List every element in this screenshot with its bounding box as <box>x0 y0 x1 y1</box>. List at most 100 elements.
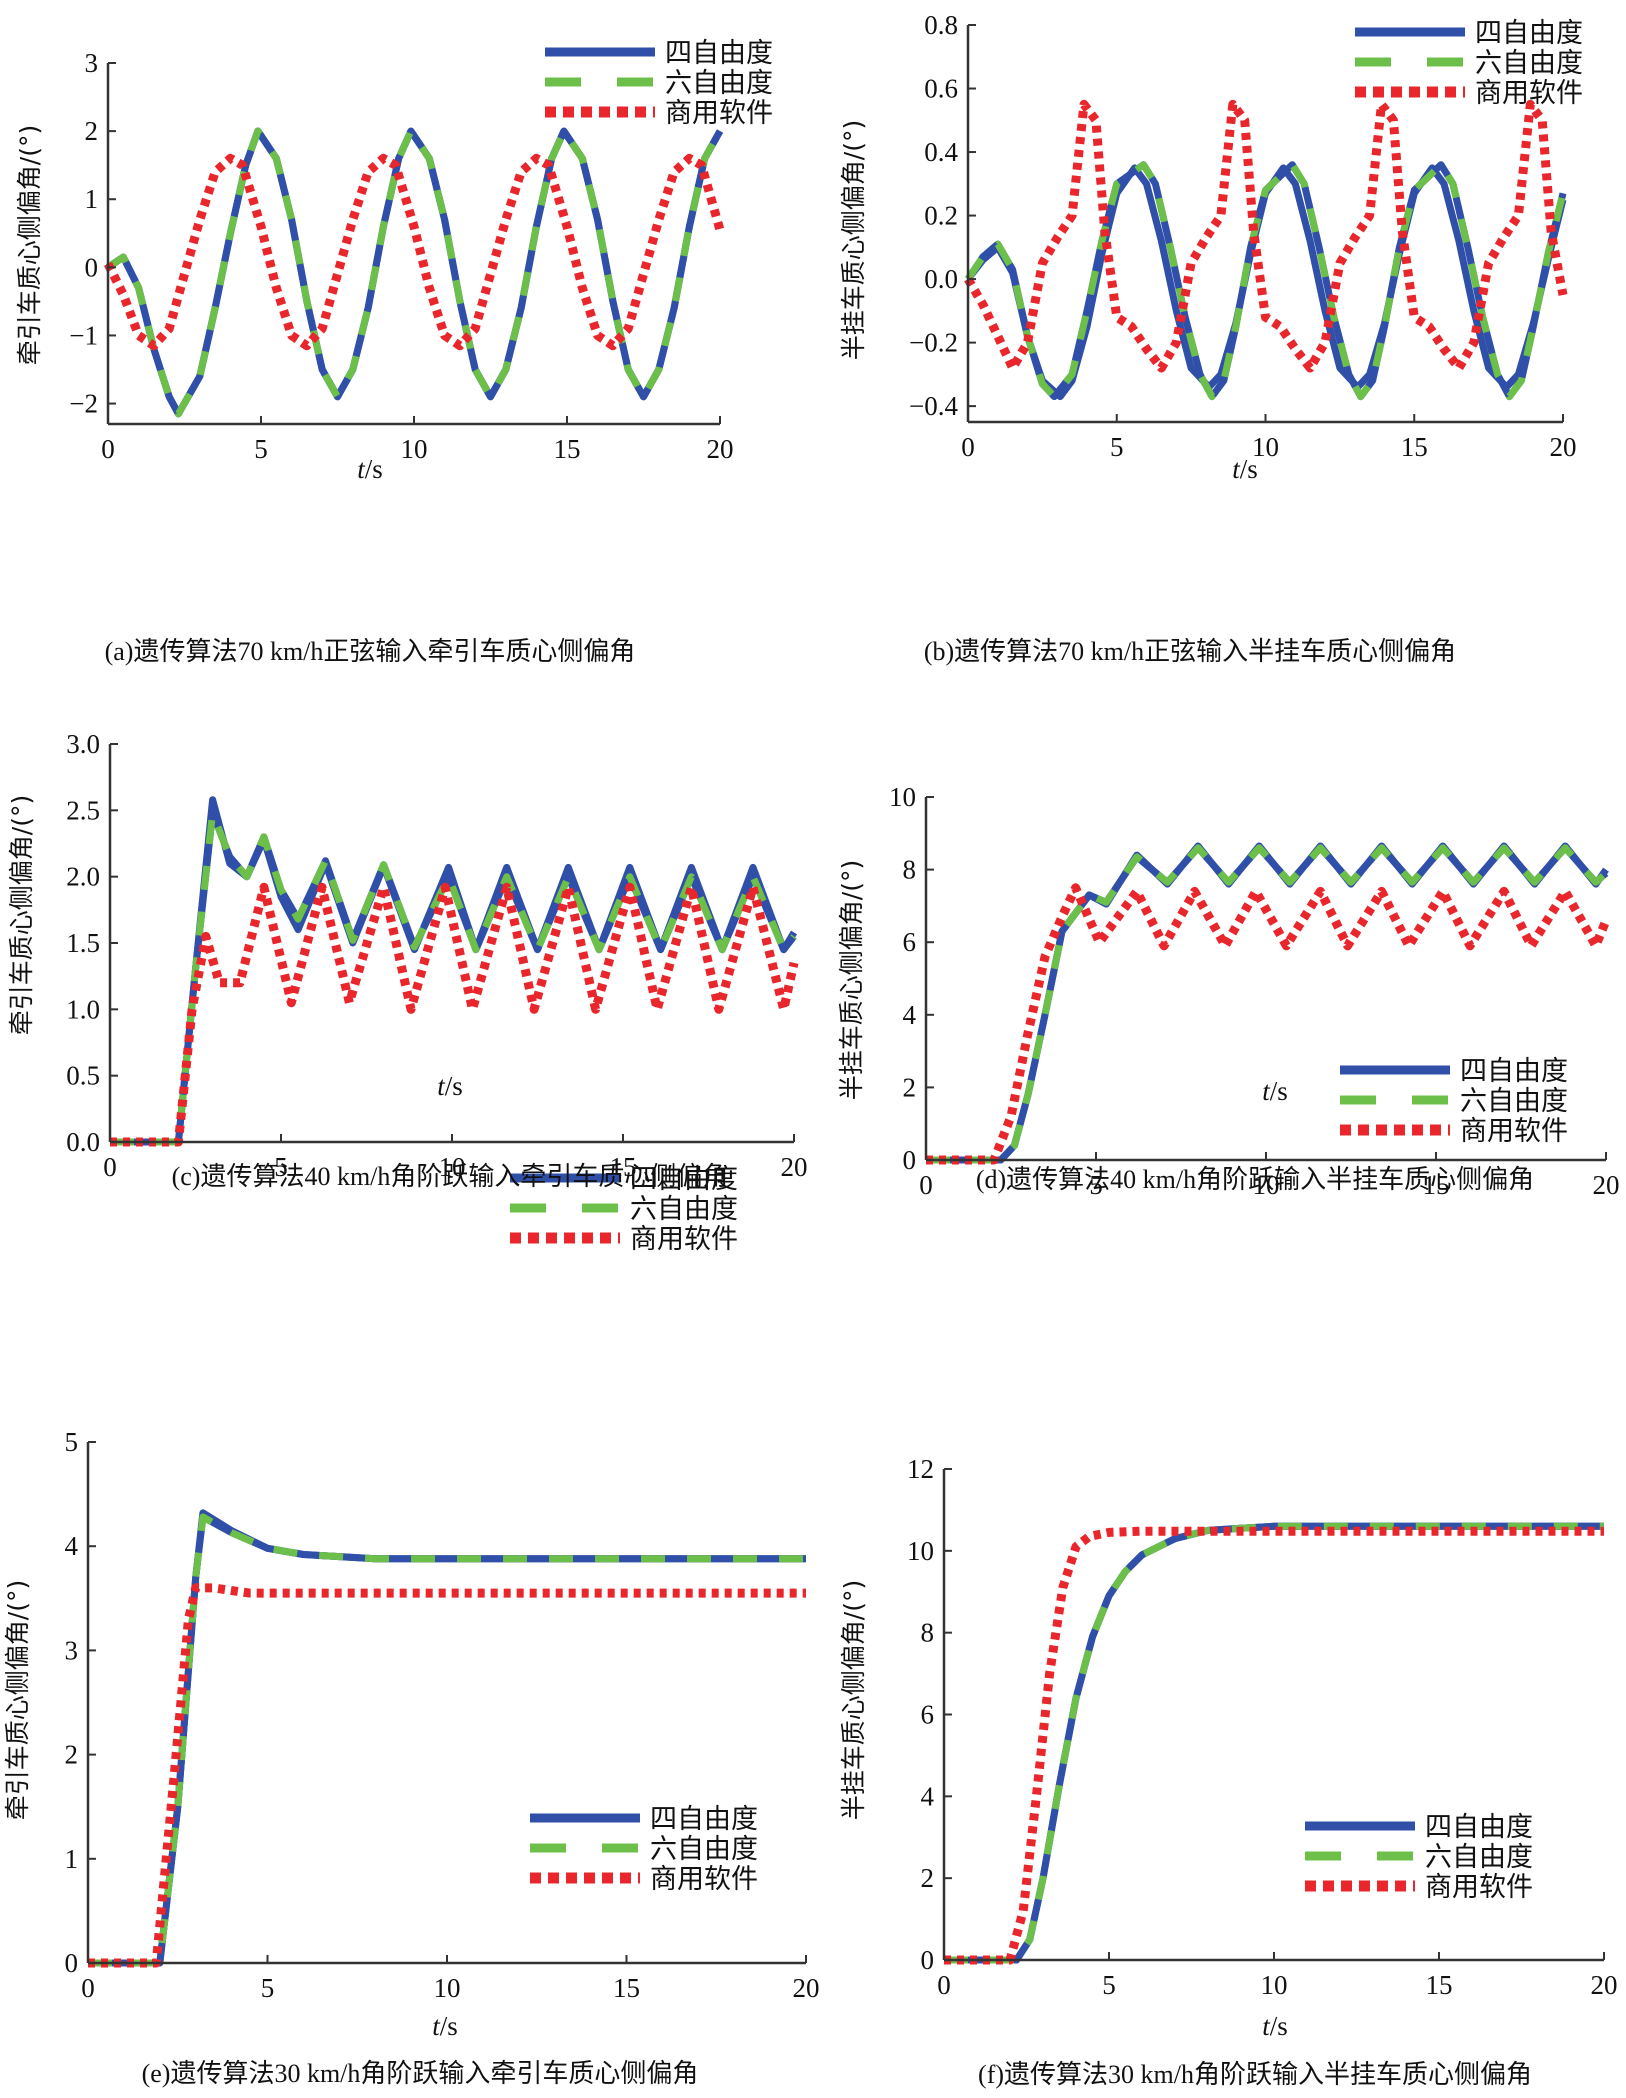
y-tick-label: 0.2 <box>924 201 958 231</box>
x-axis-label-var: t <box>1262 1076 1271 1106</box>
legend-label: 六自由度 <box>650 1834 758 1865</box>
x-tick-label: 0 <box>81 1973 95 2003</box>
y-tick-label: 0 <box>85 252 99 282</box>
x-tick-label: 10 <box>1253 1170 1280 1200</box>
x-tick-label: 10 <box>1252 432 1279 462</box>
legend-label: 商用软件 <box>1475 78 1583 109</box>
x-tick-label: 10 <box>401 434 428 464</box>
x-tick-label: 5 <box>1102 1970 1116 2000</box>
x-tick-label: 20 <box>781 1152 808 1182</box>
series-line-a-1 <box>106 127 724 418</box>
y-tick-label: 5 <box>65 1427 79 1457</box>
y-tick-label: 10 <box>907 1536 934 1566</box>
x-tick-label: 0 <box>919 1170 933 1200</box>
y-tick-label: 2 <box>903 1072 917 1102</box>
y-tick-label: 0.8 <box>924 10 958 40</box>
chart-panel-d: 0 2 4 6 8 10 0 5 10 15 20 t/s 半挂车质心侧偏角/(°) 四自由度六自由度商用… <box>837 782 1620 1200</box>
series-line-b-2 <box>964 99 1568 373</box>
y-tick-label: −1 <box>69 320 98 350</box>
y-tick-label: 3 <box>85 48 99 78</box>
y-tick-label: 2 <box>85 116 99 146</box>
y-tick-label: 0.6 <box>924 74 958 104</box>
y-tick-label: 0.5 <box>66 1061 100 1091</box>
y-tick-label: 8 <box>921 1618 935 1648</box>
x-axis-label: t/s <box>1262 2011 1288 2041</box>
y-tick-label: 1 <box>65 1844 79 1874</box>
x-tick-label: 10 <box>439 1152 466 1182</box>
legend-label: 商用软件 <box>1460 1116 1568 1147</box>
y-axis-label: 半挂车质心侧偏角/(°) <box>837 860 866 1100</box>
x-axis-label: t/s <box>357 454 383 484</box>
y-tick-label: 4 <box>903 1000 917 1030</box>
y-tick-label: 2.5 <box>66 795 100 825</box>
y-tick-label: 1.5 <box>66 928 100 958</box>
legend-label: 商用软件 <box>665 98 773 129</box>
series-line-d-2 <box>926 883 1611 1165</box>
x-axis-label-unit: /s <box>1240 454 1258 484</box>
panel-caption: (b)遗传算法70 km/h正弦输入半挂车质心侧偏角 <box>924 637 1456 666</box>
legend-label: 四自由度 <box>650 1804 758 1835</box>
x-axis-label-var: t <box>1232 454 1241 484</box>
y-tick-label: −0.2 <box>909 328 958 358</box>
y-axis-label: 半挂车质心侧偏角/(°) <box>839 120 868 360</box>
y-tick-label: −2 <box>69 389 98 419</box>
x-tick-label: 15 <box>1426 1970 1453 2000</box>
y-tick-label: 4 <box>921 1781 935 1811</box>
x-tick-label: 20 <box>793 1973 820 2003</box>
series-line-d-1 <box>926 844 1609 1164</box>
y-tick-label: 1.0 <box>66 994 100 1024</box>
y-tick-label: 6 <box>903 927 917 957</box>
x-axis-label-unit: /s <box>1270 2011 1288 2041</box>
x-axis-label: t/s <box>432 2011 458 2041</box>
x-axis-label: t/s <box>1232 454 1258 484</box>
panel-caption: (f)遗传算法30 km/h角阶跃输入半挂车质心侧偏角 <box>978 2060 1532 2089</box>
panel-caption: (a)遗传算法70 km/h正弦输入牵引车质心侧偏角 <box>105 637 636 666</box>
legend-label: 四自由度 <box>665 38 773 69</box>
panel-caption: (d)遗传算法40 km/h角阶跃输入半挂车质心侧偏角 <box>976 1165 1534 1194</box>
chart-panel-e: 0 1 2 3 4 5 0 5 10 15 20 t/s 牵引车质心侧偏角/(°) 四自由度六自由度商用软… <box>3 1427 820 2088</box>
y-tick-label: 0.0 <box>924 264 958 294</box>
y-axis-label: 牵引车质心侧偏角/(°) <box>7 795 36 1035</box>
x-tick-label: 10 <box>434 1973 461 2003</box>
x-tick-label: 15 <box>1423 1170 1450 1200</box>
y-axis-label: 半挂车质心侧偏角/(°) <box>839 1580 868 1820</box>
chart-panel-b: −0.4 −0.2 0.0 0.2 0.4 0.6 0.8 0 5 10 15 20 t/s 半挂车质心侧… <box>839 10 1583 666</box>
chart-panel-a: −2 −1 0 1 2 3 0 5 10 15 20 t/s 牵引车质心侧偏角/(°) 四自由度六自由度商… <box>15 38 773 666</box>
legend-label: 四自由度 <box>1475 18 1583 49</box>
y-tick-label: 2 <box>921 1863 935 1893</box>
x-tick-label: 5 <box>261 1973 275 2003</box>
chart-panel-c: 0.00.51.01.52.02.53.00 5 10 15 20t/s牵引车质心侧偏角… <box>7 729 808 1255</box>
x-tick-label: 0 <box>101 434 115 464</box>
panel-caption: (c)遗传算法40 km/h角阶跃输入牵引车质心侧偏角 <box>172 1162 729 1191</box>
legend-label: 六自由度 <box>1460 1086 1568 1117</box>
y-tick-label: 3 <box>65 1635 79 1665</box>
legend-label: 四自由度 <box>1460 1056 1568 1087</box>
x-tick-label: 0 <box>937 1970 951 2000</box>
x-tick-label: 10 <box>1261 1970 1288 2000</box>
x-tick-label: 20 <box>707 434 734 464</box>
x-tick-label: 5 <box>254 434 268 464</box>
x-axis-label-var: t <box>1262 2011 1271 2041</box>
y-tick-label: 6 <box>921 1700 935 1730</box>
x-axis-label-var: t <box>437 1071 446 1101</box>
series-line-c-2 <box>110 882 799 1147</box>
y-tick-label: 0 <box>903 1145 917 1175</box>
legend-label: 六自由度 <box>665 68 773 99</box>
x-axis-label-unit: /s <box>445 1071 463 1101</box>
x-axis-label-unit: /s <box>1270 1076 1288 1106</box>
series-line-e-1 <box>88 1513 806 1967</box>
x-axis-label: t/s <box>1262 1076 1288 1106</box>
series-line-f-2 <box>944 1526 1604 1965</box>
legend-label: 四自由度 <box>630 1164 738 1195</box>
x-tick-label: 5 <box>1110 432 1124 462</box>
y-tick-label: 8 <box>903 855 917 885</box>
y-axis-label: 牵引车质心侧偏角/(°) <box>3 1580 32 1820</box>
legend-label: 六自由度 <box>630 1194 738 1225</box>
x-tick-label: 5 <box>274 1152 288 1182</box>
x-tick-label: 20 <box>1591 1970 1618 2000</box>
